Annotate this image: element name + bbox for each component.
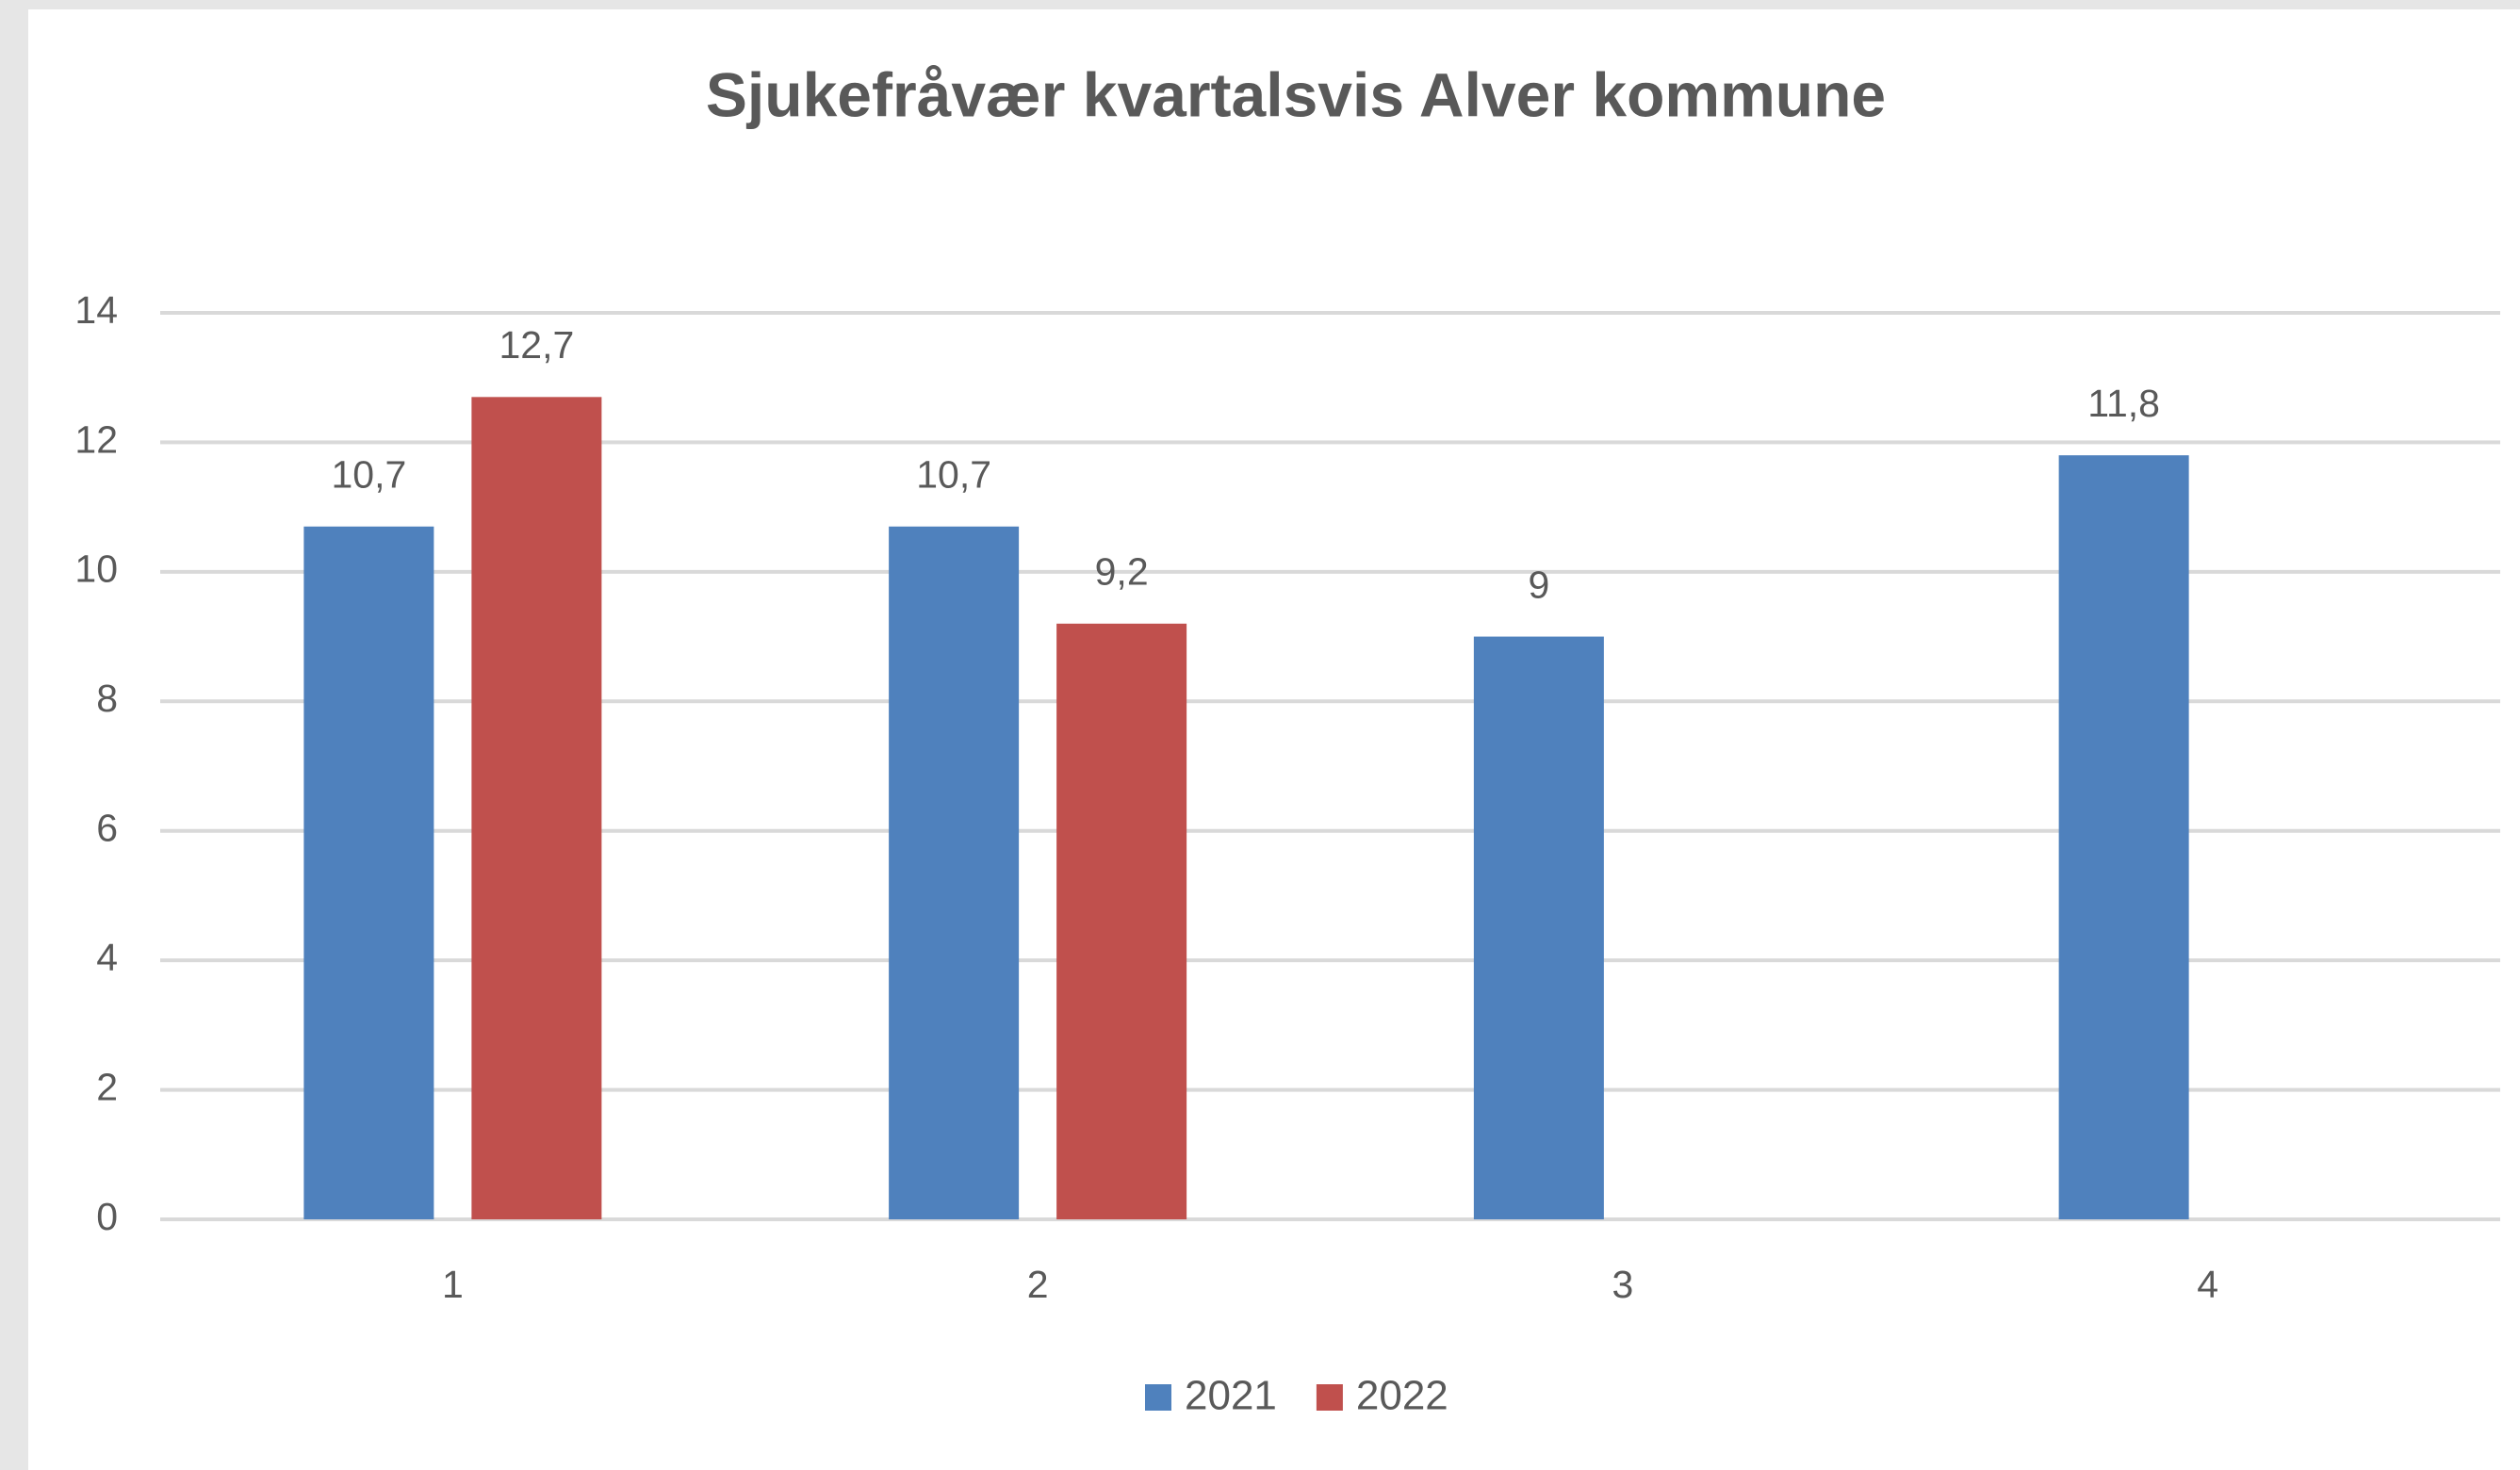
- y-tick-label: 14: [74, 288, 118, 332]
- bar: [2058, 455, 2189, 1220]
- y-tick-label: 2: [96, 1065, 118, 1108]
- x-tick-label: 1: [442, 1263, 464, 1306]
- y-tick-label: 12: [74, 417, 118, 461]
- y-tick-label: 6: [96, 807, 118, 850]
- data-label: 10,7: [916, 453, 991, 497]
- bar: [889, 526, 1020, 1219]
- y-tick-label: 0: [96, 1195, 118, 1238]
- y-tick-label: 10: [74, 547, 118, 591]
- x-tick-label: 3: [1612, 1263, 1633, 1306]
- bar: [1056, 623, 1187, 1219]
- data-label: 10,7: [331, 453, 406, 497]
- bar: [303, 526, 434, 1219]
- data-label: 9,2: [1095, 550, 1149, 594]
- data-label: 9: [1528, 563, 1549, 606]
- bar: [471, 397, 602, 1219]
- legend-swatch: [1145, 1384, 1171, 1411]
- x-tick-label: 2: [1027, 1263, 1049, 1306]
- legend-label: 2021: [1185, 1373, 1277, 1419]
- y-tick-label: 4: [96, 936, 118, 979]
- data-label: 11,8: [2087, 382, 2160, 425]
- y-tick-label: 8: [96, 677, 118, 720]
- data-label: 12,7: [499, 323, 574, 367]
- bar: [1473, 636, 1604, 1219]
- x-tick-label: 4: [2197, 1263, 2218, 1306]
- chart-title: Sjukefråvær kvartalsvis Alver kommune: [706, 59, 1886, 129]
- legend-label: 2022: [1356, 1373, 1448, 1419]
- legend-swatch: [1316, 1384, 1343, 1411]
